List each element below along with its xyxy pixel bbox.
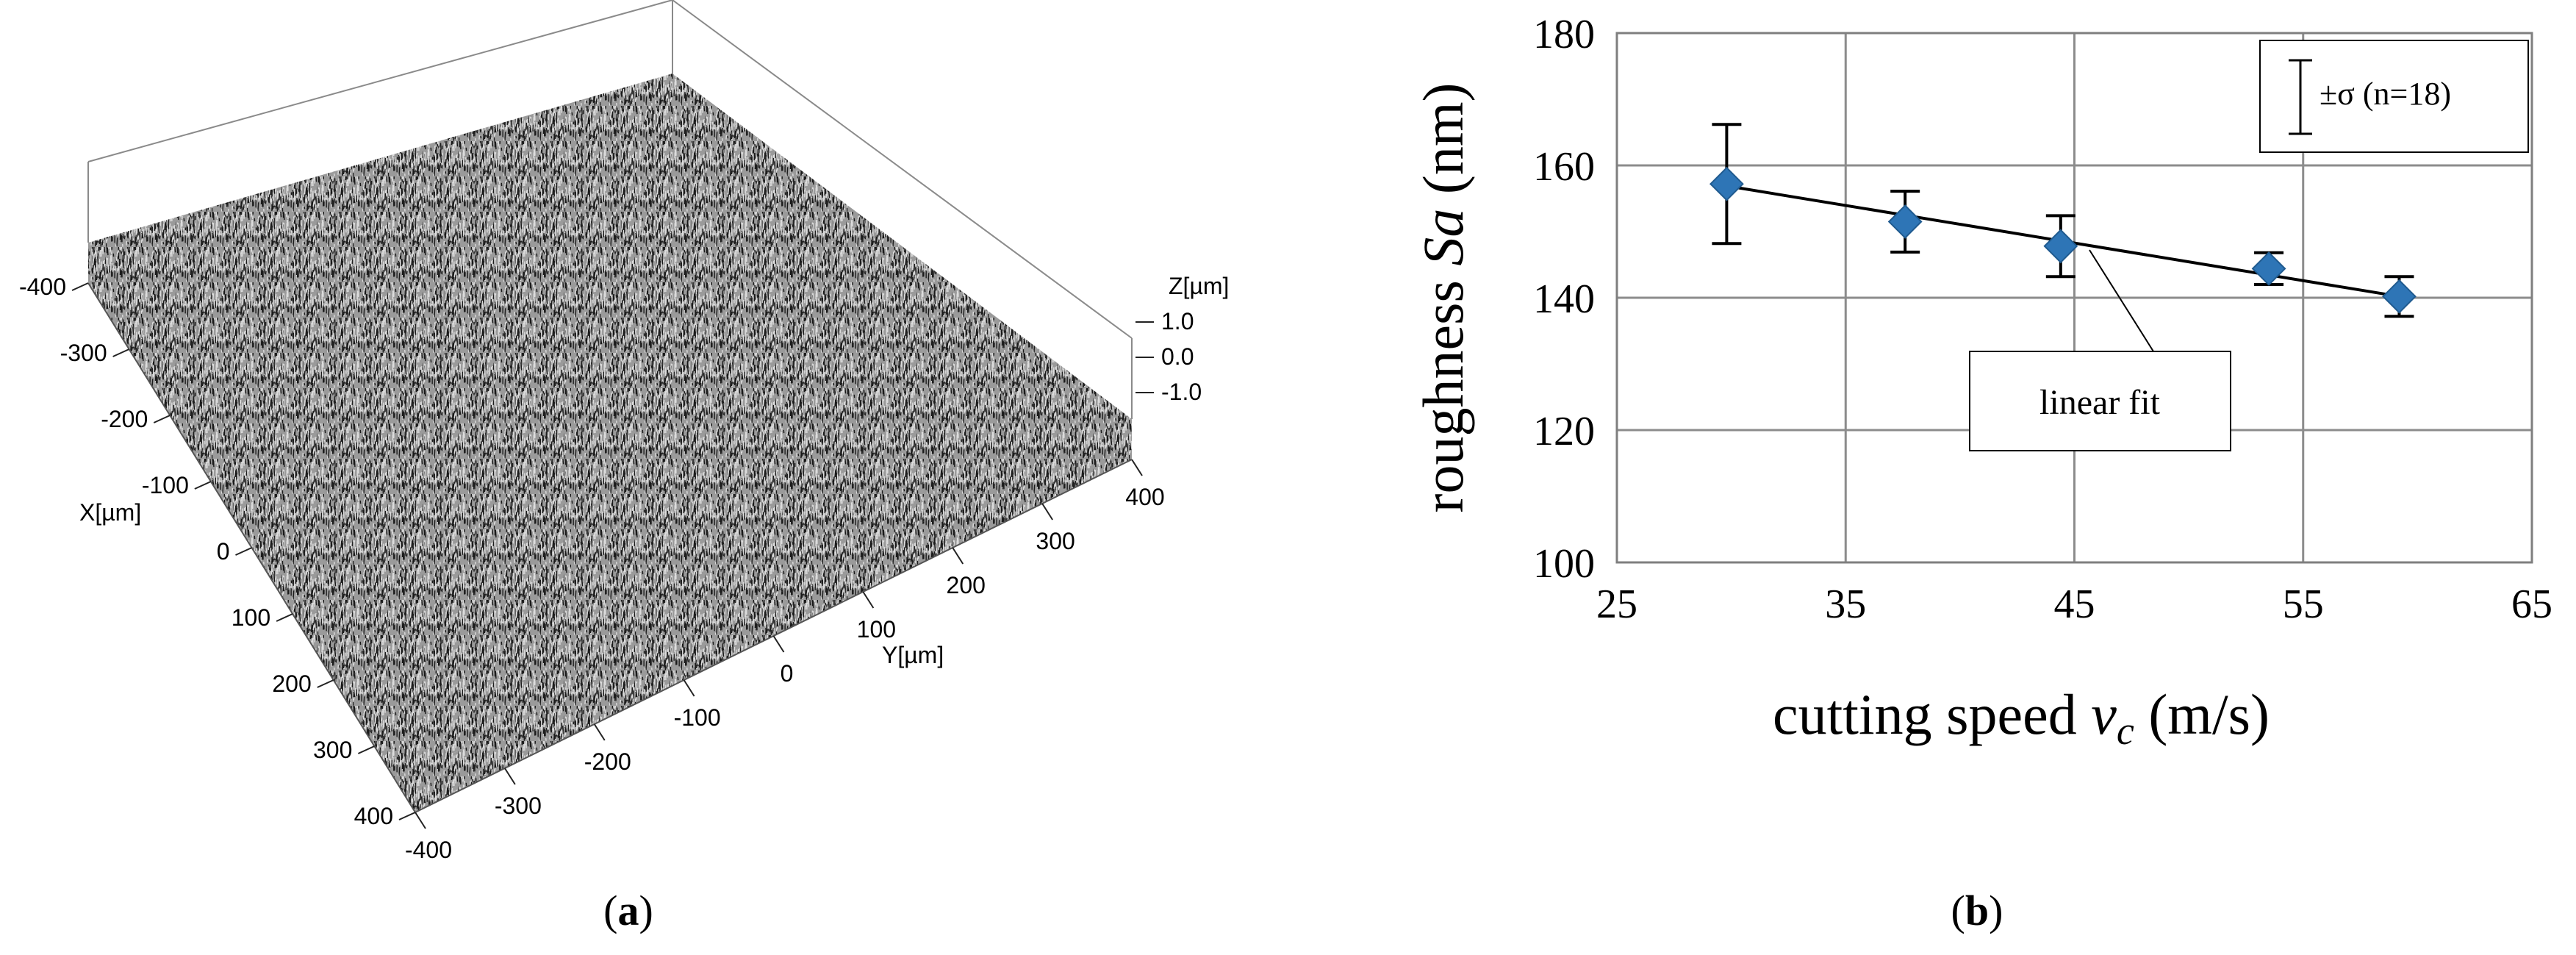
y-tick-mark: [415, 812, 426, 829]
caption-a: (a): [603, 887, 653, 934]
y-axis-label: Y[µm]: [882, 642, 944, 668]
y-tick-mark: [772, 635, 785, 653]
error-bars: [1712, 123, 2414, 318]
y-tick-label: 200: [947, 572, 986, 598]
legend-label: ±σ (n=18): [2320, 76, 2451, 112]
legend: ±σ (n=18): [2259, 40, 2529, 153]
linear-fit-annotation: linear fit: [1969, 351, 2231, 451]
y-tick-label: 400: [1125, 484, 1164, 510]
surface-plot: -400 -300 -200 -100 0 100 200 300 400 -400 -300 -2…: [19, 0, 1229, 934]
y-tick-mark: [504, 768, 516, 785]
z-axis-ticks: 1.0 0.0 -1.0: [1135, 308, 1202, 405]
y-tick-mark: [1041, 503, 1053, 521]
roughness-chart: 25 35 45 55 65 100 120 140 160 180 ±σ (n=18) lin…: [1411, 12, 2552, 934]
panel-b: 25 35 45 55 65 100 120 140 160 180 ±σ (n=18) lin…: [1286, 0, 2576, 955]
surface-front-right-side: [415, 419, 1132, 812]
x-axis-ticks: -400 -300 -200 -100 0 100 200 300 400: [19, 273, 416, 829]
data-point-marker: [1887, 204, 1923, 239]
y-tick-mark: [1131, 459, 1143, 476]
x-tick-label: 400: [354, 803, 393, 829]
y-tick-label: 100: [857, 616, 896, 643]
x-tick-label: 25: [1596, 582, 1637, 627]
x-tick-label: 35: [1825, 582, 1866, 627]
x-tick-mark: [71, 282, 89, 291]
y-tick-mark: [952, 547, 964, 565]
y-axis-title-variable: Sa: [1411, 209, 1475, 266]
y-tick-label: 100: [1533, 541, 1595, 587]
caption-b-letter: b: [1965, 887, 1989, 934]
y-tick-labels: 100 120 140 160 180: [1533, 12, 1595, 587]
x-tick-mark: [317, 679, 334, 688]
data-markers: [1709, 166, 2417, 314]
x-tick-mark: [398, 812, 416, 820]
x-tick-label: 65: [2511, 582, 2552, 627]
x-axis-title-suffix: (m/s): [2134, 682, 2270, 746]
y-tick-mark: [862, 591, 875, 609]
x-tick-labels: 25 35 45 55 65: [1596, 582, 2552, 627]
x-tick-label: -400: [19, 273, 66, 300]
y-tick-mark: [683, 679, 695, 697]
z-axis-label: Z[µm]: [1169, 273, 1229, 299]
caption-b: (b): [1951, 887, 2003, 934]
y-tick-label: 140: [1533, 276, 1595, 322]
x-axis-title: cutting speed vc (m/s): [1773, 682, 2270, 753]
x-tick-mark: [112, 348, 130, 357]
z-tick-label: 0.0: [1161, 343, 1194, 370]
x-tick-mark: [276, 613, 293, 622]
y-tick-label: -300: [495, 793, 542, 819]
x-tick-mark: [153, 415, 171, 423]
panel-a: -400 -300 -200 -100 0 100 200 300 400 -400 -300 -2…: [0, 0, 1286, 955]
y-tick-label: -200: [584, 748, 631, 775]
y-tick-label: 180: [1533, 12, 1595, 57]
data-point-marker: [1709, 166, 1744, 201]
x-tick-mark: [194, 481, 212, 490]
x-tick-label: 45: [2054, 582, 2095, 627]
surface-box-back: [87, 0, 1133, 419]
surface-front-left-side: [88, 243, 415, 812]
z-tick-label: 1.0: [1161, 308, 1194, 335]
x-tick-label: 55: [2283, 582, 2324, 627]
y-axis-title-suffix: (nm): [1411, 83, 1475, 209]
x-tick-label: 100: [232, 604, 270, 631]
x-tick-mark: [357, 745, 375, 754]
x-axis-title-prefix: cutting speed: [1773, 682, 2091, 746]
z-tick-label: -1.0: [1161, 379, 1202, 405]
x-tick-label: -100: [142, 472, 189, 498]
y-tick-label: 120: [1533, 409, 1595, 454]
data-point-marker: [2382, 279, 2417, 314]
annotation-leader-line: [2089, 249, 2154, 352]
x-axis-title-subscript: c: [2117, 709, 2134, 753]
y-tick-label: 0: [781, 660, 794, 687]
x-tick-label: -300: [60, 340, 107, 366]
y-axis-ticks: -400 -300 -200 -100 0 100 200 300 400: [405, 459, 1165, 863]
y-tick-label: -400: [405, 837, 452, 863]
legend-errorbar-symbol: [2289, 59, 2312, 135]
y-tick-label: 300: [1036, 528, 1074, 554]
x-tick-label: 200: [272, 670, 311, 697]
annotation-text: linear fit: [2039, 383, 2161, 422]
x-tick-label: -200: [101, 406, 148, 432]
x-axis-title-variable: v: [2091, 682, 2117, 746]
y-tick-label: 160: [1533, 144, 1595, 190]
y-tick-label: -100: [674, 704, 721, 731]
data-point-marker: [2251, 251, 2286, 286]
x-axis-label: X[µm]: [79, 499, 141, 526]
x-tick-mark: [235, 547, 252, 556]
x-tick-label: 300: [313, 737, 352, 763]
caption-a-letter: a: [618, 887, 639, 934]
x-tick-label: 0: [217, 538, 230, 565]
y-axis-title-prefix: roughness: [1411, 266, 1475, 513]
annotation-box: [1969, 351, 2231, 451]
plot-area-frame: [1615, 32, 2533, 564]
y-axis-title: roughness Sa (nm): [1411, 83, 1475, 513]
y-tick-mark: [593, 723, 606, 741]
surface-top: [88, 74, 1132, 772]
data-point-marker: [2043, 229, 2078, 264]
